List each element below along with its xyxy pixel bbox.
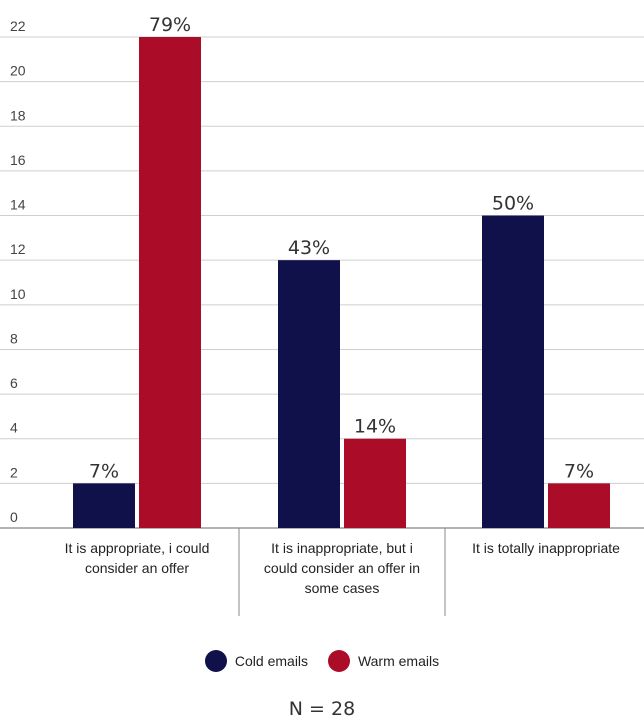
legend-swatch-warm bbox=[327, 650, 350, 672]
category-label-0-line-1: consider an offer bbox=[85, 560, 189, 576]
y-tick-label-20: 20 bbox=[10, 63, 26, 79]
data-label-warm-2: 7% bbox=[564, 460, 594, 482]
x-axis-categories: It is appropriate, i could consider an of… bbox=[65, 528, 620, 616]
data-label-cold-1: 43% bbox=[288, 237, 330, 259]
data-label-warm-0: 79% bbox=[149, 14, 191, 36]
y-tick-label-12: 12 bbox=[10, 241, 26, 257]
bar-warm-0 bbox=[139, 37, 201, 528]
category-label-1-line-2: some cases bbox=[305, 580, 380, 596]
category-label-1-line-0: It is inappropriate, but i bbox=[271, 540, 413, 556]
data-label-cold-0: 7% bbox=[89, 460, 119, 482]
legend-item-cold: Cold emails bbox=[204, 650, 309, 672]
legend: Cold emails Warm emails bbox=[0, 650, 644, 675]
category-label-0-line-0: It is appropriate, i could bbox=[65, 540, 210, 556]
bar-cold-2 bbox=[482, 215, 544, 528]
sample-size-note: N = 28 bbox=[288, 698, 356, 720]
y-tick-label-8: 8 bbox=[10, 330, 18, 346]
y-tick-label-18: 18 bbox=[10, 107, 26, 123]
y-tick-label-2: 2 bbox=[10, 464, 18, 480]
y-tick-label-6: 6 bbox=[10, 375, 18, 391]
y-tick-label-4: 4 bbox=[10, 420, 18, 436]
legend-label-cold: Cold emails bbox=[234, 653, 309, 669]
legend-label-warm: Warm emails bbox=[357, 653, 440, 669]
data-label-cold-2: 50% bbox=[492, 193, 534, 215]
y-axis-ticks: 0 2 4 6 8 10 12 14 16 18 20 22 bbox=[10, 18, 26, 525]
data-labels: 7% 43% 50% 79% 14% 7% bbox=[89, 14, 594, 482]
category-label-1-line-1: could consider an offer in bbox=[264, 560, 420, 576]
bar-chart: 0 2 4 6 8 10 12 14 16 18 20 22 7% 43% 50% 79% 14% 7% It … bbox=[0, 14, 644, 616]
y-tick-label-16: 16 bbox=[10, 152, 26, 168]
data-label-warm-1: 14% bbox=[354, 416, 396, 438]
bar-cold-0 bbox=[73, 483, 135, 528]
legend-swatch-cold bbox=[204, 650, 227, 672]
bar-warm-2 bbox=[548, 483, 610, 528]
y-tick-label-0: 0 bbox=[10, 509, 18, 525]
y-tick-label-22: 22 bbox=[10, 18, 26, 34]
bar-cold-1 bbox=[278, 260, 340, 528]
category-label-2-line-0: It is totally inappropriate bbox=[472, 540, 620, 556]
legend-item-warm: Warm emails bbox=[327, 650, 440, 672]
y-tick-label-10: 10 bbox=[10, 286, 26, 302]
bars bbox=[73, 37, 610, 528]
y-tick-label-14: 14 bbox=[10, 197, 26, 213]
bar-warm-1 bbox=[344, 438, 406, 528]
